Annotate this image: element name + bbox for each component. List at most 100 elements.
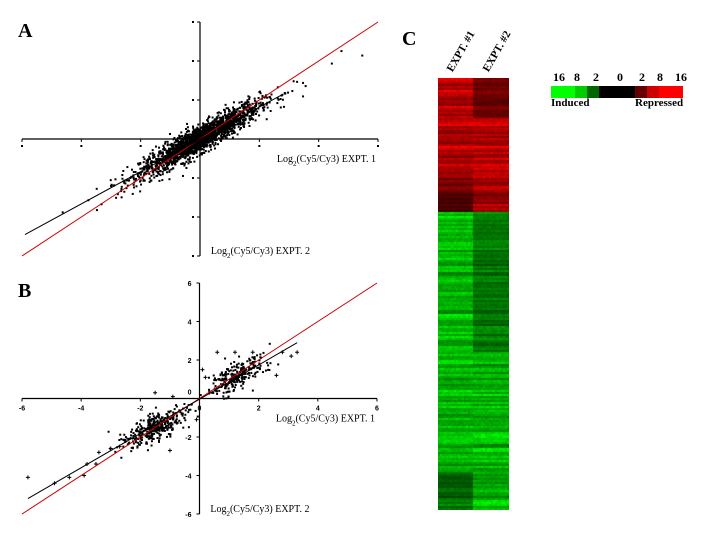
data-point [147,167,150,170]
data-point [154,160,157,163]
outlier-point [233,350,237,355]
data-point [258,105,261,108]
data-point [176,147,179,150]
data-point [230,373,233,376]
data-point [137,426,140,429]
data-point [232,389,235,392]
data-point [239,380,242,383]
data-point [244,114,247,117]
data-point [226,118,229,121]
data-point [179,150,182,153]
data-point [207,122,210,125]
data-point [148,435,151,438]
data-point [166,151,169,154]
data-point [225,114,228,117]
data-point [152,437,155,440]
data-point [217,127,220,130]
data-point [148,432,151,435]
data-point [146,442,149,445]
data-point [220,140,223,143]
data-point [139,167,142,170]
data-point [169,155,172,158]
data-point [242,116,245,119]
data-point [235,114,238,117]
data-point [156,170,159,173]
data-point [171,163,174,166]
data-point [172,415,175,418]
data-point [149,422,152,425]
data-point [216,134,219,137]
data-point [192,138,195,141]
data-point [215,131,218,134]
data-point [149,436,152,439]
data-point [136,441,139,444]
data-point [175,414,178,417]
data-point [213,124,216,127]
data-point [165,435,168,438]
data-point [234,112,237,115]
data-point [171,154,174,157]
data-point [218,389,221,392]
data-point [176,158,179,161]
data-point [179,151,182,154]
data-point [179,146,182,149]
data-point [190,147,193,150]
data-point [221,374,224,377]
data-point [207,115,210,118]
data-point [161,157,164,160]
data-point [250,362,253,365]
data-point [195,137,198,140]
data-point [140,441,143,444]
data-point [175,148,178,151]
data-point [151,433,154,436]
data-point [213,121,216,124]
data-point [150,160,153,163]
data-point [234,381,237,384]
data-point [134,433,137,436]
data-point [127,179,130,182]
data-point [187,146,190,149]
data-point [224,357,227,360]
data-point [222,391,225,394]
data-point [154,428,157,431]
data-point [171,145,174,148]
data-point [251,102,254,105]
data-point [183,164,186,167]
data-point [244,376,247,379]
data-point [181,137,184,140]
data-point [232,110,235,113]
data-point [190,141,193,144]
data-point [127,437,130,440]
data-point [224,120,227,123]
data-point [248,359,251,362]
data-point [160,428,163,431]
data-point [131,447,134,450]
data-point [154,164,157,167]
data-point [261,95,264,98]
plot-b-identity-line [21,282,378,515]
data-point [165,426,168,429]
data-point [220,131,223,134]
data-point [172,158,175,161]
data-point [253,373,256,376]
data-point [242,124,245,127]
data-point [169,435,172,438]
data-point [135,422,138,425]
data-point [196,131,199,134]
data-point [135,177,138,180]
data-point [147,419,150,422]
data-point [213,127,216,130]
data-point [171,148,174,151]
data-point [206,131,209,134]
data-point [218,121,221,124]
data-point [184,149,187,152]
data-point [242,103,245,106]
data-point [223,109,226,112]
legend-tick-label: 16 [675,70,687,84]
legend-tick-label: 8 [657,70,663,84]
data-point [186,126,189,129]
data-point [165,168,168,171]
data-point [221,377,224,380]
data-point [132,178,135,181]
data-point [173,150,176,153]
